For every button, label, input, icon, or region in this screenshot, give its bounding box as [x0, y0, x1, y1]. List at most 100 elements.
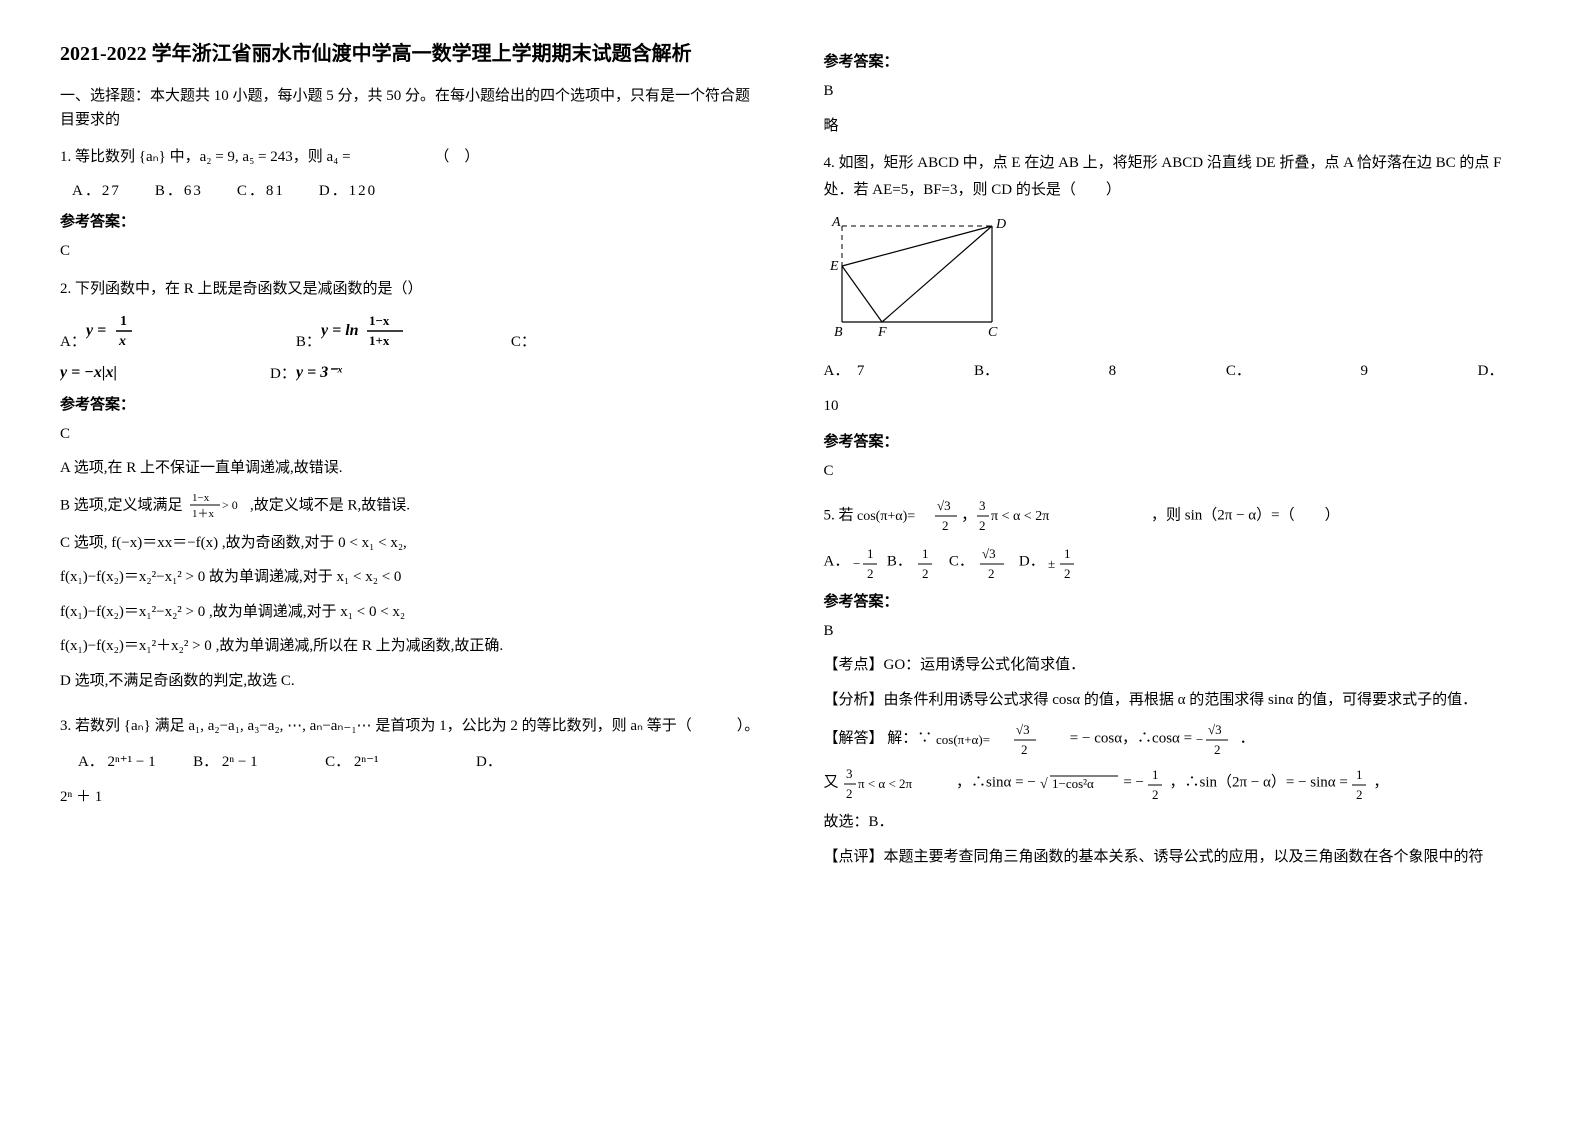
q2-exp3-mid: ,故为奇函数,对于 — [222, 535, 335, 551]
svg-text:1＋x: 1＋x — [192, 508, 214, 520]
svg-text:√3: √3 — [982, 546, 996, 561]
svg-text:y = −x|x|: y = −x|x| — [60, 364, 117, 381]
svg-text:1: 1 — [1356, 767, 1363, 782]
svg-text:1−x: 1−x — [369, 313, 390, 328]
q2-exp2: B 选项,定义域满足 1−x 1＋x > 0 ,故定义域不是 R,故错误. — [60, 489, 764, 523]
svg-text:1+x: 1+x — [369, 333, 390, 348]
q4-stem: 4. 如图，矩形 ABCD 中，点 E 在边 AB 上，将矩形 ABCD 沿直线… — [824, 150, 1528, 204]
q2-exp1: A 选项,在 R 上不保证一直单调递减,故错误. — [60, 454, 764, 483]
q4-diagram-icon: A D E B F C — [824, 212, 1024, 342]
q5-answer: B — [824, 617, 1528, 646]
q2-B-label: B： — [296, 330, 321, 351]
svg-text:2: 2 — [1152, 787, 1159, 801]
q1-a4: a₄ = — [327, 149, 351, 165]
q5-jd-line1: 【解答】 解：∵ cos(π+α)= √3 2 = − cosα，∴cosα =… — [824, 720, 1528, 758]
q2-D-math-icon: y = 3⁻ˣ — [296, 359, 356, 383]
q2-exp7: D 选项,不满足奇函数的判定,故选 C. — [60, 667, 764, 696]
q3-A-math: 2ⁿ⁺¹ − 1 — [108, 754, 156, 770]
q4-C-v: 9 — [1361, 357, 1369, 386]
q1-stem-mid: 中，a₂ = 9, a₅ = 243，则 — [170, 149, 323, 165]
q5-jd2-eq: = − — [1123, 774, 1144, 790]
svg-text:F: F — [877, 325, 887, 340]
q5-jd-line2: 又 3 2 π < α < 2π ，∴sinα = − √ 1−cos²α = … — [824, 764, 1528, 802]
q5-fx-txt: 由条件利用诱导公式求得 cosα 的值，再根据 α 的范围求得 sinα 的值，… — [884, 692, 1478, 708]
q5-jd2-tail: ，∴sin（2π − α）= − sinα = — [1169, 774, 1347, 790]
q2-exp4: f(x₁)−f(x₂)＝x₂²−x₁² > 0 故为单调递减,对于 x₁ < x… — [60, 563, 764, 592]
q2-exp5-cond: x₁ < 0 < x₂ — [340, 604, 405, 620]
svg-text:1: 1 — [922, 546, 929, 561]
q3-A-lbl: A． — [78, 754, 104, 770]
q5-options: A． − 1 2 B． 1 2 C． √3 2 D． ± 1 2 — [824, 544, 1528, 580]
svg-text:E: E — [829, 259, 839, 274]
svg-text:1: 1 — [120, 314, 127, 329]
q5-jd2-half-icon: 1 2 — [1148, 765, 1166, 801]
svg-text:√3: √3 — [1016, 722, 1030, 737]
svg-text:y =: y = — [86, 322, 106, 339]
q3-tail: 等于（ ）。 — [647, 718, 760, 734]
q3-B-lbl: B． — [193, 754, 218, 770]
svg-text:x: x — [118, 334, 126, 349]
q2-exp4-cond: x₁ < x₂ < 0 — [337, 569, 402, 585]
page-title: 2021-2022 学年浙江省丽水市仙渡中学高一数学理上学期期末试题含解析 — [60, 40, 764, 68]
q2-exp6: f(x₁)−f(x₂)＝x₁²＋x₂² > 0 ,故为单调递减,所以在 R 上为… — [60, 632, 764, 661]
q2-stem: 2. 下列函数中，在 R 上既是奇函数又是减函数的是（） — [60, 276, 764, 303]
q1-options: A．27 B．63 C．81 D．120 — [72, 179, 764, 200]
svg-text:y = 3⁻ˣ: y = 3⁻ˣ — [296, 364, 343, 381]
q2-exp6-post: ,故为单调递减,所以在 R 上为减函数,故正确. — [216, 638, 504, 654]
q4-answer: C — [824, 457, 1528, 486]
svg-text:3: 3 — [846, 766, 853, 781]
q2-C-math-icon: y = −x|x| — [60, 359, 150, 383]
q2-exp3-cond: 0 < x₁ < x₂, — [338, 535, 407, 551]
q5-kd-lbl: 【考点】 — [824, 657, 884, 673]
q5-jd-pre: 解：∵ — [887, 730, 932, 746]
q4-A: A． 7 — [824, 357, 865, 386]
svg-text:−: − — [1196, 732, 1203, 747]
q2-optD: D： y = 3⁻ˣ — [270, 359, 356, 383]
q4-D-v: 10 — [824, 392, 1528, 421]
svg-text:cos(π+α)=: cos(π+α)= — [936, 732, 990, 747]
q2-B-math-icon: y = ln 1−x 1+x — [321, 311, 411, 351]
q5-jd-lbl: 【解答】 — [824, 730, 884, 746]
svg-text:2: 2 — [846, 786, 853, 801]
q5-jd2-half2-icon: 1 2 — [1352, 765, 1370, 801]
q4-figure: A D E B F C — [824, 212, 1528, 347]
q5-dp-txt: 本题主要考查同角三角函数的基本关系、诱导公式的应用，以及三角函数在各个象限中的符 — [884, 849, 1484, 865]
q5-jd2-sqrt-icon: √ 1−cos²α — [1040, 770, 1120, 796]
q5-C-lbl: C． — [949, 553, 974, 569]
q2-row1: A： y = 1 x B： y = ln 1−x 1+x C： — [60, 311, 764, 351]
q3-C-lbl: C． — [325, 754, 350, 770]
svg-text:1: 1 — [1064, 546, 1071, 561]
q1-answer: C — [60, 237, 764, 266]
q2-optC-math: y = −x|x| — [60, 359, 150, 383]
q5-jd2-mid: ，∴sinα = − — [956, 774, 1036, 790]
svg-text:√3: √3 — [1208, 722, 1222, 737]
svg-text:2: 2 — [1356, 787, 1363, 801]
q1-stem-prefix: 1. 等比数列 — [60, 149, 135, 165]
q4-B-v: 8 — [1109, 357, 1117, 386]
q3-answer: B — [824, 77, 1528, 106]
svg-text:2: 2 — [867, 566, 874, 580]
q2-exp5-post: ,故为单调递减,对于 — [209, 604, 337, 620]
q5-jd2-comma: ， — [1373, 774, 1388, 790]
q3-post: 是首项为 1，公比为 2 的等比数列，则 — [375, 718, 626, 734]
q5-cond-math-icon: cos(π+α)= √3 2 ， 3 2 π < α < 2π — [857, 496, 1147, 536]
q5-fx: 【分析】由条件利用诱导公式求得 cosα 的值，再根据 α 的范围求得 sinα… — [824, 686, 1528, 715]
q5-C-math-icon: √3 2 — [978, 544, 1008, 580]
q1-paren: （ ） — [434, 149, 479, 165]
q3-D-math: 2ⁿ ＋ 1 — [60, 789, 102, 805]
q5-jd1-period: ． — [1240, 730, 1255, 746]
svg-text:2: 2 — [979, 518, 986, 533]
q2-exp4-pre: f(x₁)−f(x₂)＝x₂²−x₁² > 0 — [60, 569, 205, 585]
q4-D-lbl: D． — [1478, 357, 1504, 386]
q3-pre: 3. 若数列 — [60, 718, 120, 734]
q5-fx-lbl: 【分析】 — [824, 692, 884, 708]
q4-options: A． 7 B． 8 C． 9 D． — [824, 357, 1504, 386]
q2-A-math-icon: y = 1 x — [86, 311, 136, 351]
svg-text:2: 2 — [942, 518, 949, 533]
q4-C-lbl: C． — [1226, 357, 1251, 386]
q5-B-math-icon: 1 2 — [916, 544, 938, 580]
left-column: 2021-2022 学年浙江省丽水市仙渡中学高一数学理上学期期末试题含解析 一、… — [60, 40, 764, 877]
q5-D-math-icon: ± 1 2 — [1048, 544, 1082, 580]
q3-note: 略 — [824, 112, 1528, 141]
q5-post: ，则 sin（2π − α）=（ ） — [1151, 507, 1340, 523]
